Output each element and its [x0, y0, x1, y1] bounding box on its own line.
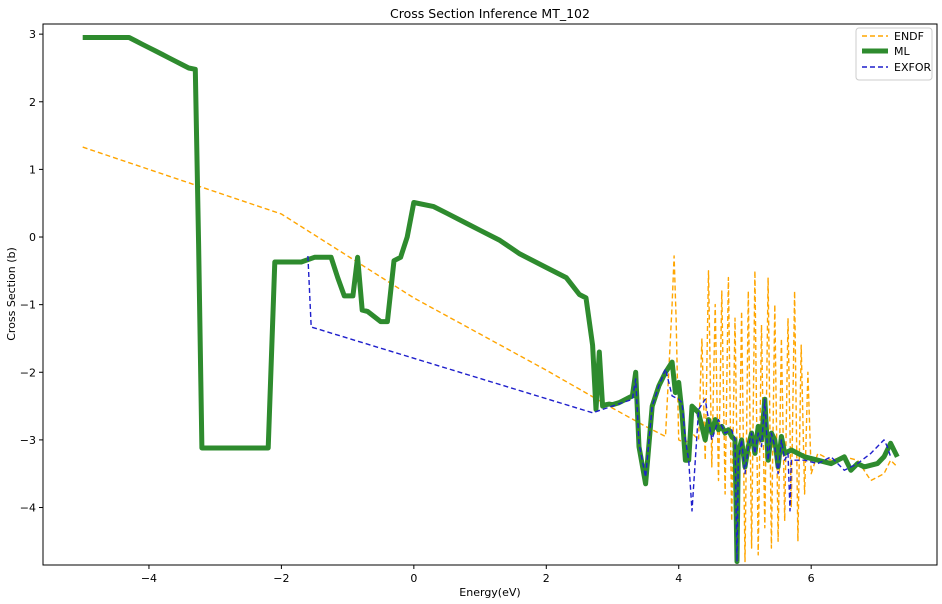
y-tick-label: 0: [29, 231, 36, 244]
series-line-exfor: [307, 255, 892, 563]
series-layer: [82, 35, 900, 565]
y-tick-label: −1: [20, 299, 36, 312]
x-tick-label: −4: [141, 572, 157, 585]
y-tick-label: −4: [20, 502, 36, 515]
y-tick-label: 2: [29, 96, 36, 109]
y-tick-label: −2: [20, 366, 36, 379]
y-tick-label: 3: [29, 28, 36, 41]
legend: ENDF ML EXFOR: [855, 27, 933, 81]
chart-title: Cross Section Inference MT_102: [390, 6, 590, 21]
y-tick-label: −3: [20, 434, 36, 447]
y-tick-label: 1: [29, 163, 36, 176]
y-axis: −4 −3 −2 −1 0 1 2 3: [20, 28, 43, 515]
y-axis-label: Cross Section (b): [5, 247, 18, 341]
x-axis: −4 −2 0 2 4 6: [141, 565, 815, 585]
legend-label-endf: ENDF: [894, 30, 924, 43]
legend-label-ml: ML: [894, 45, 910, 58]
legend-label-exfor: EXFOR: [894, 61, 931, 74]
x-tick-label: −2: [273, 572, 289, 585]
x-tick-label: 6: [808, 572, 815, 585]
x-tick-label: 0: [410, 572, 417, 585]
x-axis-label: Energy(eV): [459, 586, 520, 599]
x-tick-label: 4: [675, 572, 682, 585]
plot-frame: [42, 23, 938, 566]
series-line-endf: [82, 146, 898, 563]
series-line-ml: [82, 35, 900, 565]
x-tick-label: 2: [543, 572, 550, 585]
